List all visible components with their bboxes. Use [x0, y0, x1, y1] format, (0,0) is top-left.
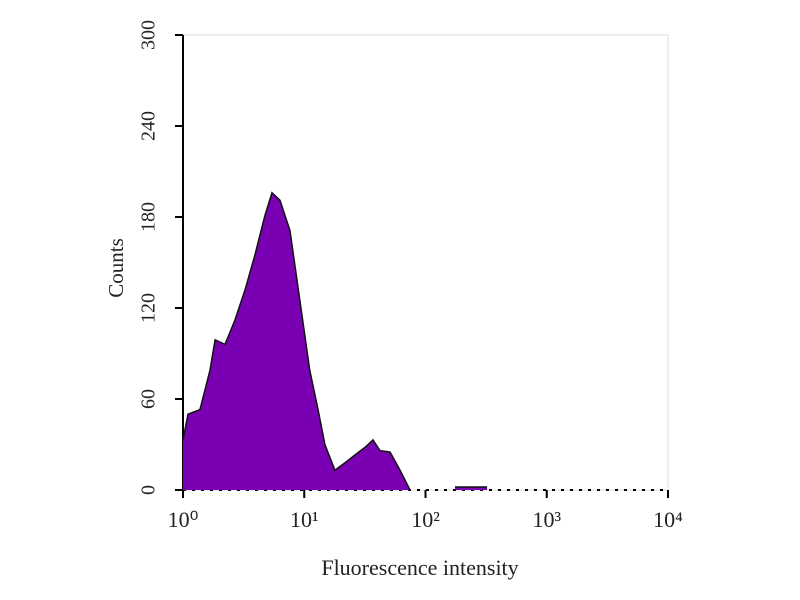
x-tick-label: 10² — [411, 507, 440, 532]
x-tick-label: 10¹ — [290, 507, 319, 532]
y-tick-label: 300 — [138, 20, 160, 50]
y-tick-label: 240 — [138, 111, 160, 141]
area-outline — [182, 191, 488, 491]
y-tick-label: 60 — [138, 389, 160, 409]
x-axis-label: Fluorescence intensity — [321, 555, 518, 580]
y-axis-label: Counts — [104, 238, 128, 298]
y-tick-label: 180 — [138, 202, 160, 232]
y-tick-label: 0 — [138, 485, 160, 495]
x-tick-label: 10⁴ — [653, 507, 683, 532]
area-fill — [183, 192, 488, 490]
y-tick-label: 120 — [138, 293, 160, 323]
x-tick-label: 10⁰ — [168, 507, 199, 532]
x-tick-label: 10³ — [532, 507, 561, 532]
